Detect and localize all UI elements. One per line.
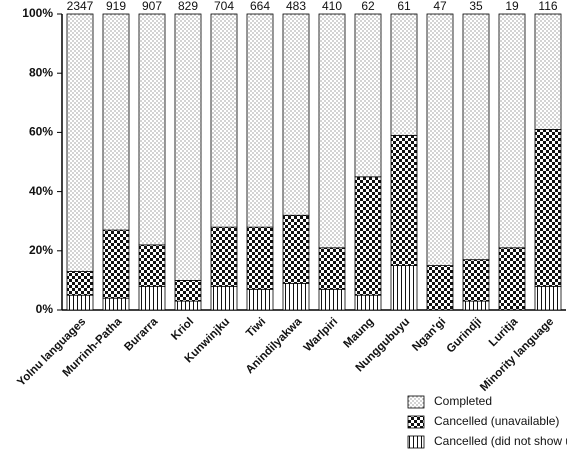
x-tick-label: Tiwi — [244, 316, 268, 340]
x-tick-label: Yolnu languages — [15, 316, 88, 389]
bar-segment — [174, 13, 202, 281]
bar-total: 829 — [178, 0, 198, 13]
bar-segment — [498, 247, 526, 311]
y-tick-label: 20% — [29, 243, 53, 257]
bar-total: 704 — [214, 0, 234, 13]
bar-segment — [498, 13, 526, 249]
bar-segment — [102, 229, 130, 299]
bar-segment — [462, 300, 490, 311]
legend-label: Cancelled (did not show up) — [434, 434, 567, 448]
bar-segment — [390, 13, 418, 136]
legend-swatch — [407, 415, 425, 429]
bar-segment — [138, 285, 166, 311]
bar-segment — [462, 259, 490, 302]
bar-segment — [246, 288, 274, 311]
bar-segment — [174, 279, 202, 302]
bar-segment — [66, 13, 94, 272]
bar-total: 664 — [250, 0, 270, 13]
bar-total: 35 — [469, 0, 483, 13]
bar-segment — [390, 265, 418, 311]
bar-segment — [174, 300, 202, 311]
bar-segment — [102, 13, 130, 231]
bar-segment — [354, 294, 382, 311]
y-tick-label: 40% — [29, 184, 53, 198]
x-tick-label: Warlpiri — [302, 316, 340, 354]
y-tick-label: 100% — [22, 6, 53, 20]
bar-segment — [282, 282, 310, 311]
bar-segment — [138, 13, 166, 246]
bar-segment — [390, 134, 418, 267]
bar-segment — [534, 13, 562, 130]
bar-segment — [210, 13, 238, 228]
bar-segment — [66, 271, 94, 296]
bar-total: 47 — [433, 0, 447, 13]
bar-segment — [246, 13, 274, 228]
bar-total: 19 — [505, 0, 519, 13]
y-tick-label: 80% — [29, 65, 53, 79]
bar-segment — [318, 247, 346, 290]
bar-total: 483 — [286, 0, 306, 13]
x-tick-label: Minority language — [478, 316, 556, 394]
bar-total: 907 — [142, 0, 162, 13]
legend-swatch — [407, 395, 425, 409]
legend-swatch — [407, 435, 425, 449]
bar-segment — [282, 214, 310, 284]
x-tick-label: Luritja — [487, 315, 521, 349]
legend-label: Completed — [434, 394, 492, 408]
x-tick-label: Kriol — [169, 316, 196, 343]
bar-segment — [318, 288, 346, 311]
bar-total: 62 — [361, 0, 375, 13]
legend-label: Cancelled (unavailable) — [434, 414, 559, 428]
bar-segment — [66, 294, 94, 311]
bar-segment — [534, 129, 562, 287]
y-tick-label: 0% — [36, 302, 54, 316]
x-tick-label: Burarra — [122, 315, 160, 353]
y-tick-label: 60% — [29, 125, 53, 139]
bar-segment — [534, 285, 562, 311]
bar-segment — [426, 265, 454, 311]
bar-segment — [426, 13, 454, 267]
bar-segment — [102, 297, 130, 311]
bar-segment — [210, 285, 238, 311]
bar-segment — [462, 13, 490, 261]
bar-total: 61 — [397, 0, 411, 13]
bar-segment — [282, 13, 310, 216]
x-tick-label: Maung — [342, 316, 377, 351]
x-tick-label: Ngan'gi — [410, 316, 448, 354]
bar-total: 116 — [538, 0, 557, 13]
bar-segment — [354, 176, 382, 296]
bar-segment — [210, 226, 238, 287]
bar-segment — [138, 244, 166, 287]
bar-segment — [246, 226, 274, 290]
bar-total: 410 — [322, 0, 342, 13]
bar-total: 2347 — [67, 0, 94, 13]
bar-segment — [354, 13, 382, 178]
bar-segment — [318, 13, 346, 249]
x-tick-label: Gurindji — [445, 316, 485, 356]
bar-total: 919 — [106, 0, 126, 13]
